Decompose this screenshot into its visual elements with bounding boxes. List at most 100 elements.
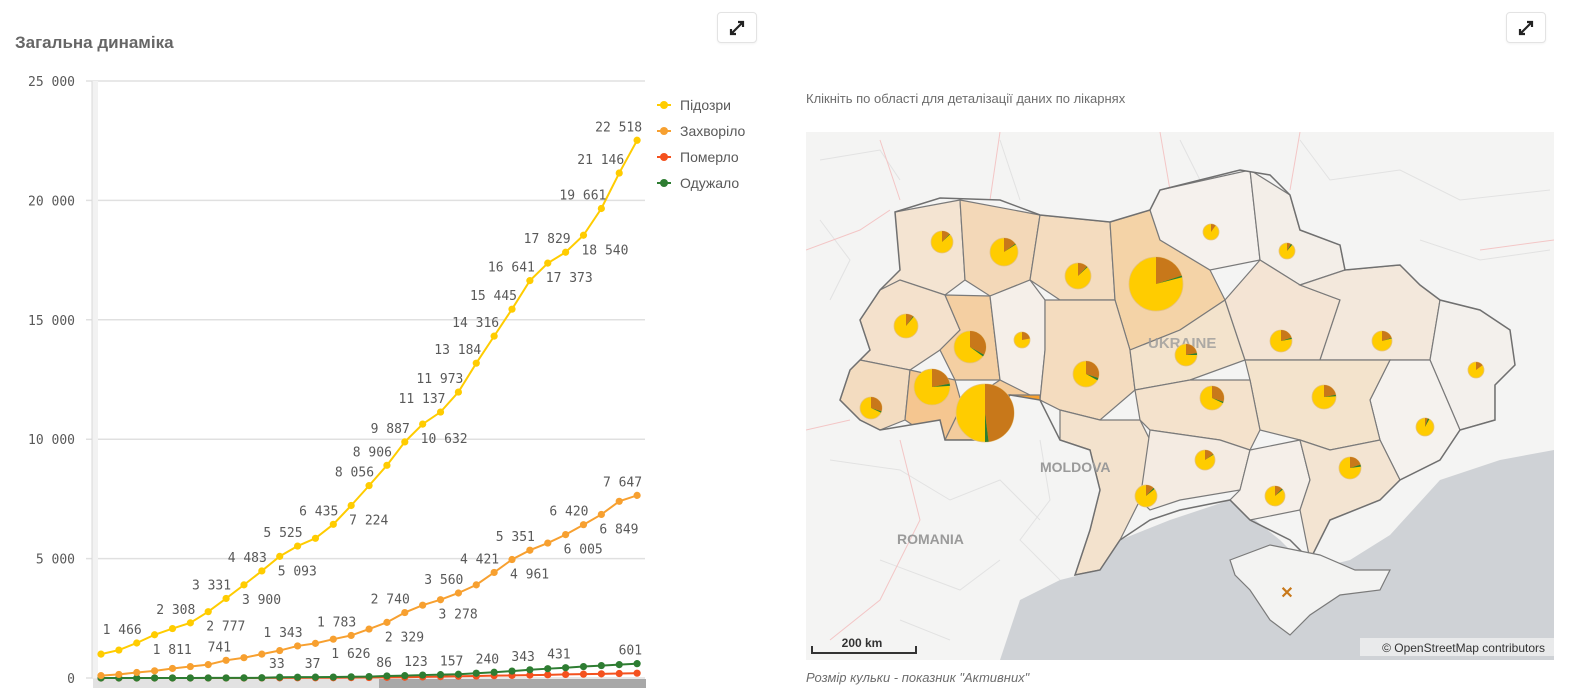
data-point[interactable]	[544, 259, 552, 267]
data-point[interactable]	[329, 520, 337, 528]
data-point[interactable]	[97, 650, 105, 658]
region-pie[interactable]	[1467, 361, 1485, 379]
legend-item-suspected[interactable]: Підозри	[656, 92, 745, 118]
data-point[interactable]	[204, 608, 212, 616]
region-pie[interactable]	[953, 330, 987, 364]
data-point[interactable]	[615, 497, 623, 505]
data-point[interactable]	[347, 673, 355, 681]
data-point[interactable]	[293, 673, 302, 681]
data-point[interactable]	[436, 408, 445, 416]
data-point[interactable]	[276, 552, 284, 560]
data-point[interactable]	[419, 601, 427, 609]
data-point[interactable]	[562, 248, 570, 256]
data-point[interactable]	[526, 666, 534, 674]
data-point[interactable]	[133, 639, 141, 647]
map-attribution[interactable]: © OpenStreetMap contributors	[1382, 641, 1545, 655]
data-point[interactable]	[544, 671, 552, 679]
data-point[interactable]	[258, 674, 266, 682]
data-point[interactable]	[186, 619, 194, 627]
data-point[interactable]	[454, 670, 462, 678]
data-point[interactable]	[419, 420, 427, 428]
data-point[interactable]	[615, 669, 623, 678]
data-point[interactable]	[383, 672, 391, 680]
data-point[interactable]	[508, 305, 516, 313]
region-pie[interactable]	[1311, 384, 1337, 410]
data-point[interactable]	[133, 674, 141, 682]
crimea-region[interactable]	[1229, 544, 1391, 636]
data-point[interactable]	[151, 667, 159, 675]
data-point[interactable]	[597, 670, 605, 678]
data-point[interactable]	[508, 667, 516, 675]
data-point[interactable]	[329, 673, 337, 681]
data-point[interactable]	[597, 510, 605, 519]
data-point[interactable]	[222, 674, 230, 682]
data-point[interactable]	[401, 608, 409, 617]
data-point[interactable]	[401, 438, 409, 446]
region-pie[interactable]	[1199, 385, 1225, 411]
data-point[interactable]	[544, 665, 552, 673]
region-pie[interactable]	[893, 313, 919, 339]
data-point[interactable]	[133, 668, 141, 677]
data-point[interactable]	[204, 661, 212, 669]
data-point[interactable]	[204, 674, 212, 682]
data-point[interactable]	[633, 491, 641, 499]
data-point[interactable]	[454, 589, 462, 597]
data-point[interactable]	[240, 654, 248, 662]
data-point[interactable]	[383, 461, 391, 469]
data-point[interactable]	[526, 671, 534, 679]
data-point[interactable]	[597, 204, 605, 213]
region-pie[interactable]	[1415, 417, 1435, 437]
region-pie[interactable]	[1202, 223, 1220, 241]
data-point[interactable]	[168, 624, 177, 633]
data-point[interactable]	[490, 332, 498, 340]
region-pie[interactable]	[1128, 256, 1184, 312]
data-point[interactable]	[633, 660, 641, 668]
region-pie[interactable]	[859, 396, 883, 420]
data-point[interactable]	[97, 672, 105, 680]
region-pie[interactable]	[1194, 449, 1216, 471]
data-point[interactable]	[311, 673, 320, 681]
data-point[interactable]	[151, 674, 159, 682]
region-pie[interactable]	[1338, 456, 1362, 480]
data-point[interactable]	[311, 639, 320, 647]
legend-item-sick[interactable]: Захворіло	[656, 118, 745, 144]
data-point[interactable]	[311, 534, 320, 542]
data-point[interactable]	[240, 581, 248, 589]
data-point[interactable]	[186, 674, 194, 682]
data-point[interactable]	[419, 671, 427, 679]
data-point[interactable]	[329, 635, 337, 643]
data-point[interactable]	[151, 631, 159, 639]
region-pie[interactable]	[1072, 360, 1100, 388]
data-point[interactable]	[258, 650, 266, 658]
data-point[interactable]	[347, 501, 355, 510]
legend-item-died[interactable]: Померло	[656, 144, 745, 170]
data-point[interactable]	[562, 664, 570, 672]
region-pie[interactable]	[1269, 329, 1293, 353]
data-point[interactable]	[579, 662, 588, 671]
line-chart[interactable]: 0 5 000 10 000 15 000 20 000 25 000 1 466 1 811…	[0, 0, 660, 697]
expand-chart-button[interactable]	[717, 12, 757, 43]
data-point[interactable]	[579, 670, 588, 678]
region-pie[interactable]	[989, 237, 1019, 267]
data-point[interactable]	[615, 169, 623, 177]
region-area[interactable]	[1039, 299, 1136, 421]
data-point[interactable]	[240, 674, 248, 682]
data-point[interactable]	[454, 388, 462, 396]
data-point[interactable]	[579, 231, 588, 239]
data-point[interactable]	[472, 359, 480, 367]
region-pie[interactable]	[1134, 484, 1158, 508]
data-point[interactable]	[168, 664, 177, 673]
data-point[interactable]	[633, 669, 641, 677]
data-point[interactable]	[365, 482, 373, 490]
data-point[interactable]	[562, 670, 570, 679]
data-point[interactable]	[490, 668, 498, 676]
data-point[interactable]	[168, 674, 177, 682]
scrollbar-thumb[interactable]	[379, 679, 646, 688]
region-pie[interactable]	[1278, 242, 1296, 260]
expand-map-button[interactable]	[1506, 12, 1546, 43]
scrollbar-track[interactable]	[93, 679, 379, 688]
regions-map[interactable]: ✕ UKRAINE MOLDOVA ROMANIA 200 km © OpenS…	[806, 132, 1554, 660]
data-point[interactable]	[508, 555, 516, 564]
data-point[interactable]	[472, 669, 480, 677]
data-point[interactable]	[472, 581, 480, 589]
